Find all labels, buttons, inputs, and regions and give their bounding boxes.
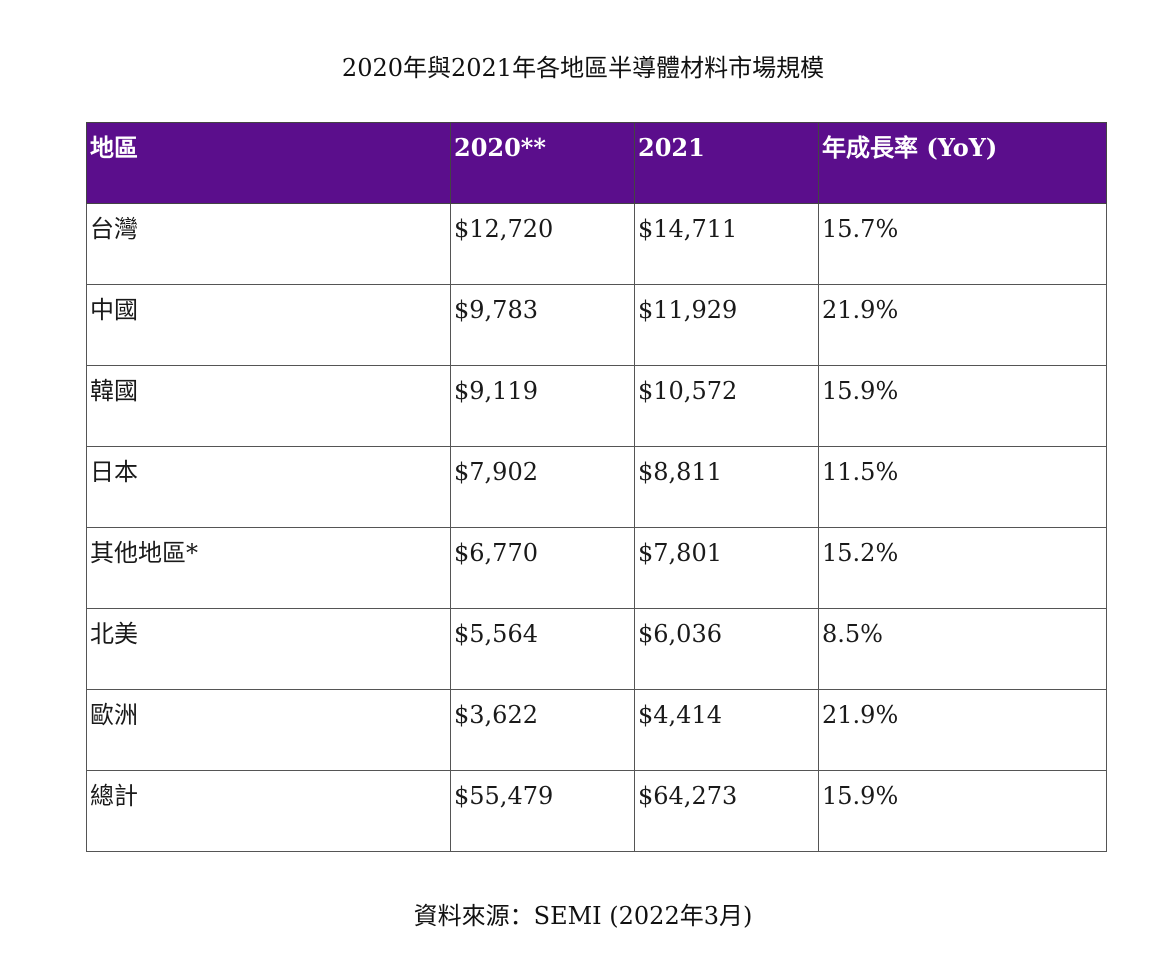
cell-yoy: 21.9% — [818, 689, 1107, 771]
header-region: 地區 — [86, 122, 451, 204]
cell-yoy: 21.9% — [818, 284, 1107, 366]
header-row: 地區 2020** 2021 年成長率 (YoY) — [86, 122, 1107, 204]
cell-region: 歐洲 — [86, 689, 451, 771]
source-note: 資料來源：SEMI (2022年3月) — [413, 902, 753, 930]
cell-region: 北美 — [86, 608, 451, 690]
cell-yoy: 15.7% — [818, 203, 1107, 285]
cell-2020: $5,564 — [450, 608, 635, 690]
table-row: 北美 $5,564 $6,036 8.5% — [86, 608, 1107, 690]
cell-yoy: 8.5% — [818, 608, 1107, 690]
cell-2020: $6,770 — [450, 527, 635, 609]
cell-yoy: 15.9% — [818, 770, 1107, 852]
cell-region: 台灣 — [86, 203, 451, 285]
cell-2020: $7,902 — [450, 446, 635, 528]
header-2020: 2020** — [450, 122, 635, 204]
table-row: 台灣 $12,720 $14,711 15.7% — [86, 203, 1107, 285]
cell-yoy: 15.2% — [818, 527, 1107, 609]
cell-yoy: 11.5% — [818, 446, 1107, 528]
table-row: 日本 $7,902 $8,811 11.5% — [86, 446, 1107, 528]
cell-2020: $3,622 — [450, 689, 635, 771]
cell-yoy: 15.9% — [818, 365, 1107, 447]
table-row: 歐洲 $3,622 $4,414 21.9% — [86, 689, 1107, 771]
cell-2021: $64,273 — [634, 770, 819, 852]
cell-region: 總計 — [86, 770, 451, 852]
header-2021: 2021 — [634, 122, 819, 204]
table-row: 其他地區* $6,770 $7,801 15.2% — [86, 527, 1107, 609]
cell-2021: $10,572 — [634, 365, 819, 447]
table-body: 台灣 $12,720 $14,711 15.7% 中國 $9,783 $11,9… — [86, 203, 1107, 852]
cell-region: 中國 — [86, 284, 451, 366]
cell-region: 其他地區* — [86, 527, 451, 609]
table-row: 中國 $9,783 $11,929 21.9% — [86, 284, 1107, 366]
cell-2020: $55,479 — [450, 770, 635, 852]
cell-2021: $7,801 — [634, 527, 819, 609]
cell-region: 日本 — [86, 446, 451, 528]
cell-2021: $6,036 — [634, 608, 819, 690]
cell-2020: $12,720 — [450, 203, 635, 285]
market-size-table: 地區 2020** 2021 年成長率 (YoY) 台灣 $12,720 $14… — [86, 122, 1107, 852]
cell-2021: $8,811 — [634, 446, 819, 528]
page-title: 2020年與2021年各地區半導體材料市場規模 — [341, 54, 825, 82]
table-header: 地區 2020** 2021 年成長率 (YoY) — [86, 122, 1107, 204]
header-yoy-growth: 年成長率 (YoY) — [818, 122, 1107, 204]
cell-2020: $9,783 — [450, 284, 635, 366]
table-row: 韓國 $9,119 $10,572 15.9% — [86, 365, 1107, 447]
cell-2021: $11,929 — [634, 284, 819, 366]
table-row-total: 總計 $55,479 $64,273 15.9% — [86, 770, 1107, 852]
cell-region: 韓國 — [86, 365, 451, 447]
cell-2020: $9,119 — [450, 365, 635, 447]
cell-2021: $14,711 — [634, 203, 819, 285]
cell-2021: $4,414 — [634, 689, 819, 771]
